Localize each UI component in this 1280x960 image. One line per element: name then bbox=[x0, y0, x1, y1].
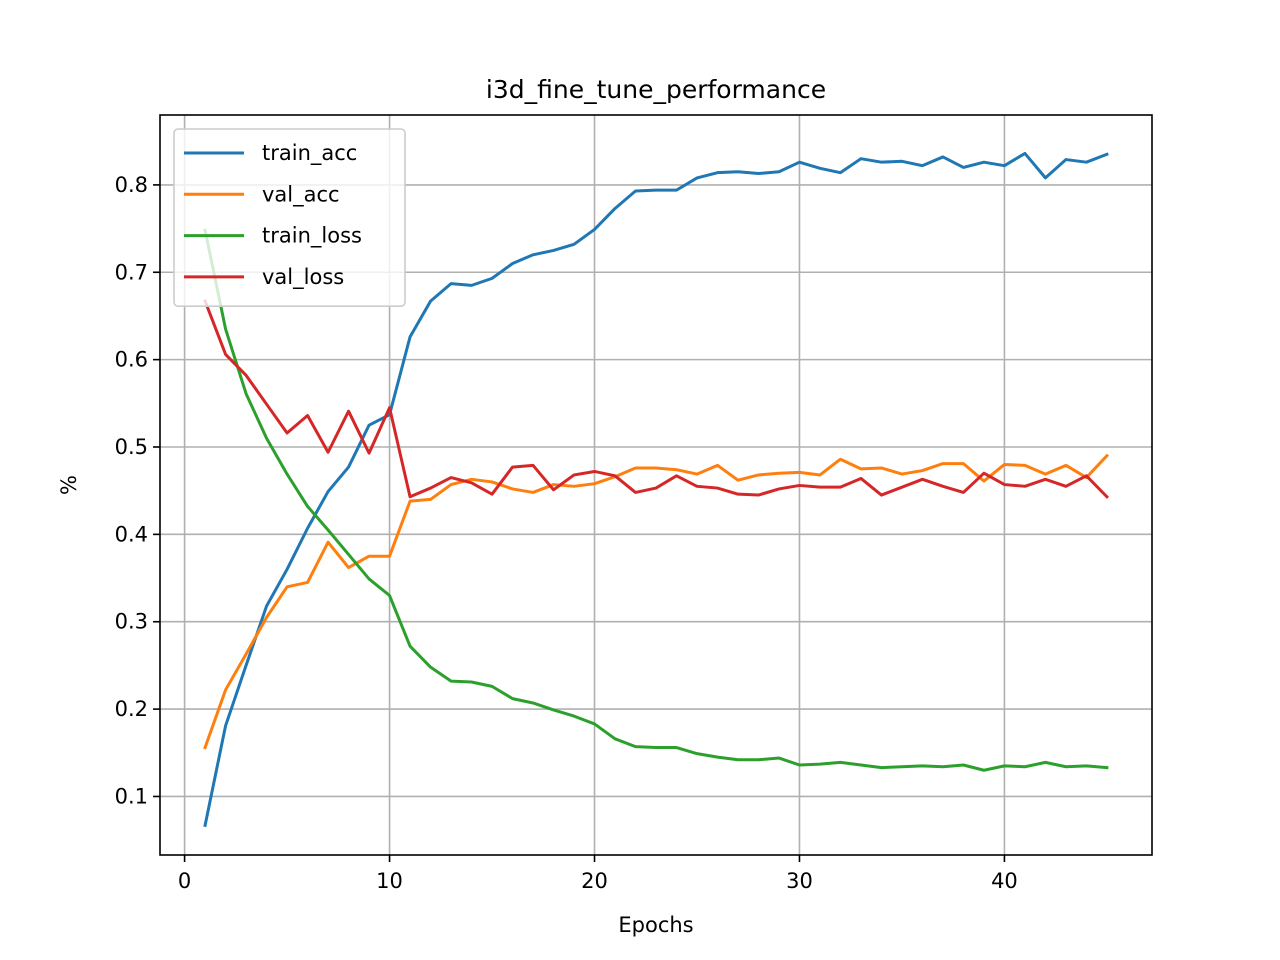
y-tick-label: 0.4 bbox=[115, 522, 148, 546]
x-tick-label: 40 bbox=[991, 869, 1018, 893]
legend-label-train-acc: train_acc bbox=[262, 141, 357, 166]
y-tick-label: 0.8 bbox=[115, 173, 148, 197]
x-tick-label: 30 bbox=[786, 869, 813, 893]
y-tick-label: 0.5 bbox=[115, 435, 148, 459]
legend-label-val-loss: val_loss bbox=[262, 265, 344, 290]
chart-title: i3d_fine_tune_performance bbox=[486, 75, 826, 104]
x-tick-label: 20 bbox=[581, 869, 608, 893]
series-lines bbox=[203, 151, 1110, 828]
legend-box bbox=[173, 128, 406, 307]
series-line-train-loss bbox=[203, 228, 1109, 772]
legend-label-val-acc: val_acc bbox=[262, 182, 340, 207]
x-tick-label: 10 bbox=[376, 869, 403, 893]
y-tick-label: 0.7 bbox=[115, 260, 148, 284]
y-axis-title: % bbox=[57, 475, 81, 495]
y-tick-label: 0.2 bbox=[115, 697, 148, 721]
x-tick-label: 0 bbox=[178, 869, 191, 893]
axes-frame bbox=[159, 114, 1153, 856]
x-axis-title: Epochs bbox=[618, 913, 693, 937]
legend-label-train-loss: train_loss bbox=[262, 224, 362, 249]
y-tick-label: 0.1 bbox=[115, 784, 148, 808]
y-tick-label: 0.6 bbox=[115, 348, 148, 372]
legend: train_acc val_acc train_loss val_loss bbox=[173, 128, 406, 307]
series-line-train-acc bbox=[203, 151, 1109, 828]
series-line-val-loss bbox=[203, 299, 1110, 499]
ticks: 0 10 20 30 40 0.1 0.2 0.3 0.4 0.5 0.6 0.7 0.8 bbox=[115, 173, 1018, 893]
y-tick-label: 0.3 bbox=[115, 610, 148, 634]
